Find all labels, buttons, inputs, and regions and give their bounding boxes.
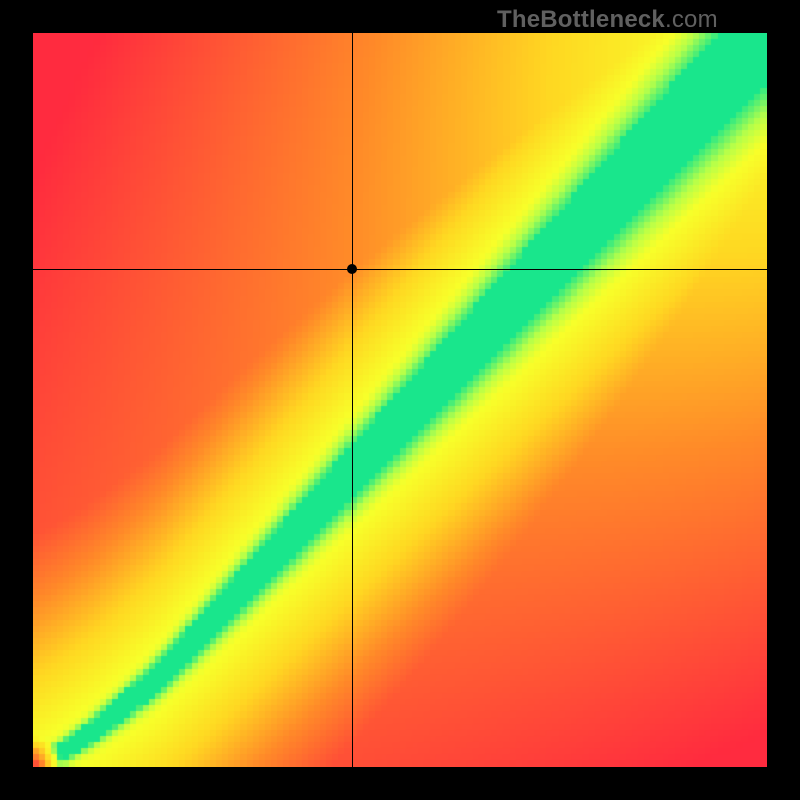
crosshair-horizontal — [33, 269, 767, 270]
crosshair-vertical — [352, 33, 353, 767]
plot-frame — [29, 29, 771, 771]
